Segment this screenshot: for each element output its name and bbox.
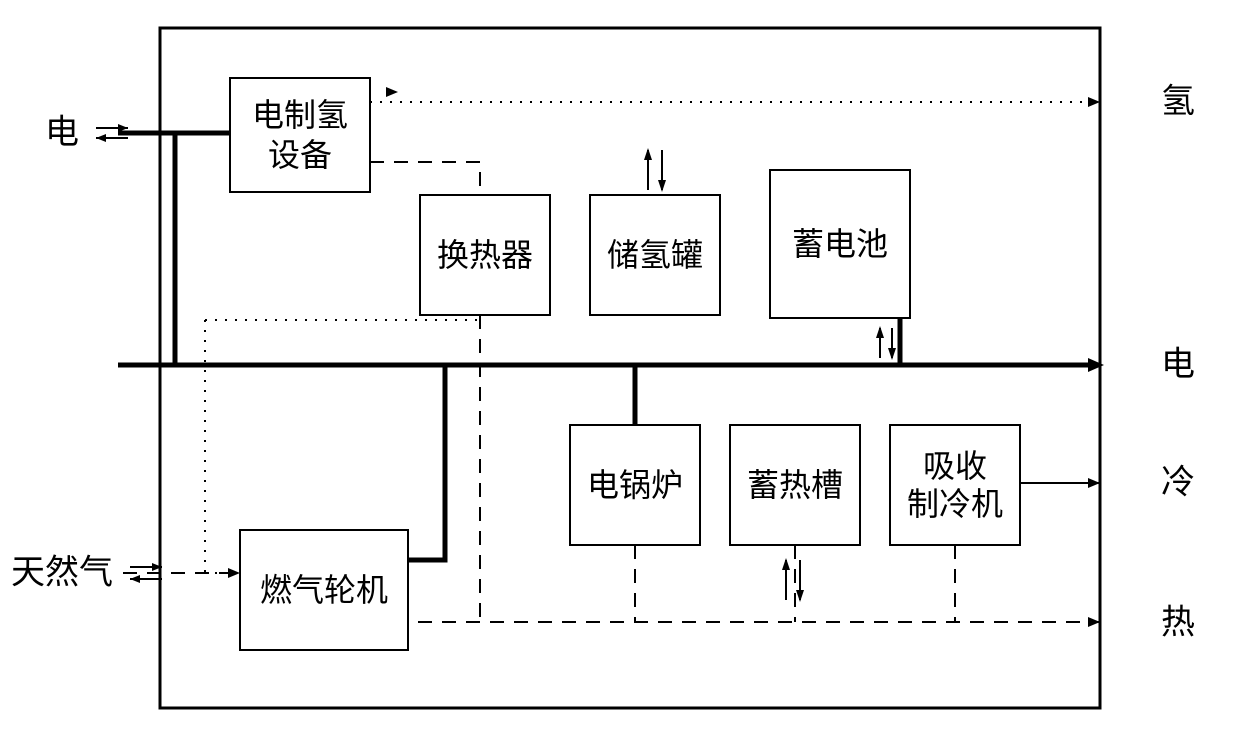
elec-out-label: 电 (1161, 346, 1195, 384)
gt-elec-line (408, 365, 445, 560)
battery-box: 蓄电池 (770, 170, 910, 318)
battery-bidir-icon (876, 326, 896, 360)
heat-out-arrow (1088, 617, 1100, 627)
elec-out-arrow (1088, 358, 1104, 372)
electrolyzer-heat-line (370, 162, 480, 195)
h2-tank-box: 储氢罐 (590, 195, 720, 315)
h2-out-label: 氢 (1161, 83, 1195, 121)
elec-in-label: 电 (45, 114, 79, 152)
battery-label: 蓄电池 (792, 226, 888, 262)
abs-chiller-label-1: 吸收 (923, 448, 987, 484)
heat-store-box: 蓄热槽 (730, 425, 860, 545)
gas-in-arrow (228, 568, 240, 578)
gas-in-label: 天然气 (11, 554, 113, 592)
electrolyzer-label-1: 电制氢 (252, 97, 348, 133)
electrolyzer-box: 电制氢 设备 (230, 78, 370, 192)
heat-exchanger-label: 换热器 (437, 237, 533, 273)
hydrogen-out-arrow (1088, 97, 1100, 107)
h2-flow-arrow (386, 87, 398, 97)
h2tank-bidir-icon (644, 148, 666, 192)
gas-turbine-box: 燃气轮机 (240, 530, 408, 650)
abs-chiller-label-2: 制冷机 (907, 486, 1003, 522)
h2-tank-label: 储氢罐 (607, 237, 703, 273)
gas-turbine-label: 燃气轮机 (260, 572, 388, 608)
electrolyzer-label-2: 设备 (268, 137, 332, 173)
energy-system-diagram: 电制氢 设备 换热器 储氢罐 蓄电池 燃气轮机 电锅炉 蓄热槽 吸收 制冷机 电… (0, 0, 1240, 735)
cold-out-arrow (1088, 478, 1100, 488)
abs-chiller-box: 吸收 制冷机 (890, 425, 1020, 545)
heat-store-label: 蓄热槽 (747, 467, 843, 503)
e-boiler-box: 电锅炉 (570, 425, 700, 545)
heatstore-bidir-icon (782, 558, 804, 602)
heat-exchanger-box: 换热器 (420, 195, 550, 315)
cold-out-label: 冷 (1161, 464, 1195, 502)
e-boiler-label: 电锅炉 (587, 467, 683, 503)
heat-out-label: 热 (1161, 604, 1195, 642)
